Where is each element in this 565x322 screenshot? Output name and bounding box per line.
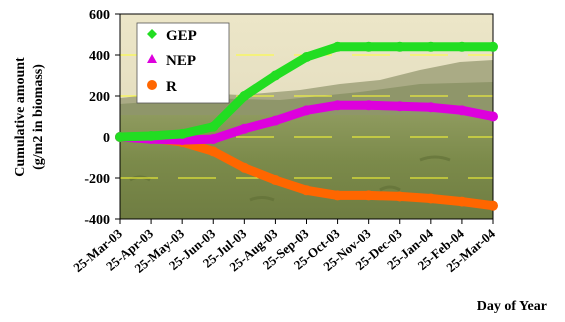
data-point-nep [488,111,498,122]
data-point-r [456,196,467,207]
y-tick-label: 200 [89,90,110,105]
data-point-r [394,191,405,202]
data-point-nep [270,115,281,126]
data-point-gep [239,91,250,101]
x-axis: 25-Mar-0325-Apr-0325-May-0325-Jun-0325-J… [70,219,498,276]
data-point-gep [115,132,125,142]
data-point-gep [456,41,467,52]
y-tick-label: 600 [89,8,110,23]
data-point-gep [394,41,405,52]
data-point-gep [488,41,498,52]
y-axis: -400 -200 0 200 400 600 [84,8,120,228]
data-point-gep [363,41,374,52]
data-point-r [425,193,436,204]
y-tick-label: -400 [84,213,110,228]
data-point-nep [301,105,312,116]
data-point-r [239,162,250,173]
legend-label-gep: GEP [166,28,197,44]
data-point-gep [177,128,188,139]
data-point-gep [270,70,281,81]
y-axis-title-line1: Cumulative amount [13,57,28,177]
data-point-nep [208,134,219,145]
data-point-nep [394,101,405,112]
legend-label-nep: NEP [166,53,196,69]
data-point-r [270,175,281,186]
legend-label-r: R [166,79,177,95]
data-point-nep [332,100,343,111]
legend-marker-r-circle [147,80,157,90]
data-point-r [301,185,312,196]
y-tick-label: -200 [84,172,110,187]
data-point-gep [208,121,219,132]
legend: GEP NEP R [136,22,230,104]
y-tick-label: 0 [103,131,110,146]
y-axis-title-line2: (g/m2 in biomass) [31,64,46,170]
data-point-gep [301,52,312,63]
data-point-r [332,190,343,201]
y-tick-label: 400 [89,49,110,64]
x-axis-title: Day of Year [477,299,547,314]
data-point-gep [425,41,436,52]
legend-marker-gep-diamond [147,29,157,39]
y-axis-title: Cumulative amount (g/m2 in biomass) [13,57,46,177]
data-point-r [208,146,219,157]
data-point-r [363,190,374,201]
data-point-nep [239,123,250,134]
data-point-nep [363,100,374,111]
data-point-nep [425,102,436,113]
data-point-r [488,200,498,211]
data-point-gep [146,130,157,141]
data-point-nep [456,105,467,116]
legend-marker-nep-triangle [147,54,157,63]
series-layer [115,41,498,211]
data-point-gep [332,41,343,52]
